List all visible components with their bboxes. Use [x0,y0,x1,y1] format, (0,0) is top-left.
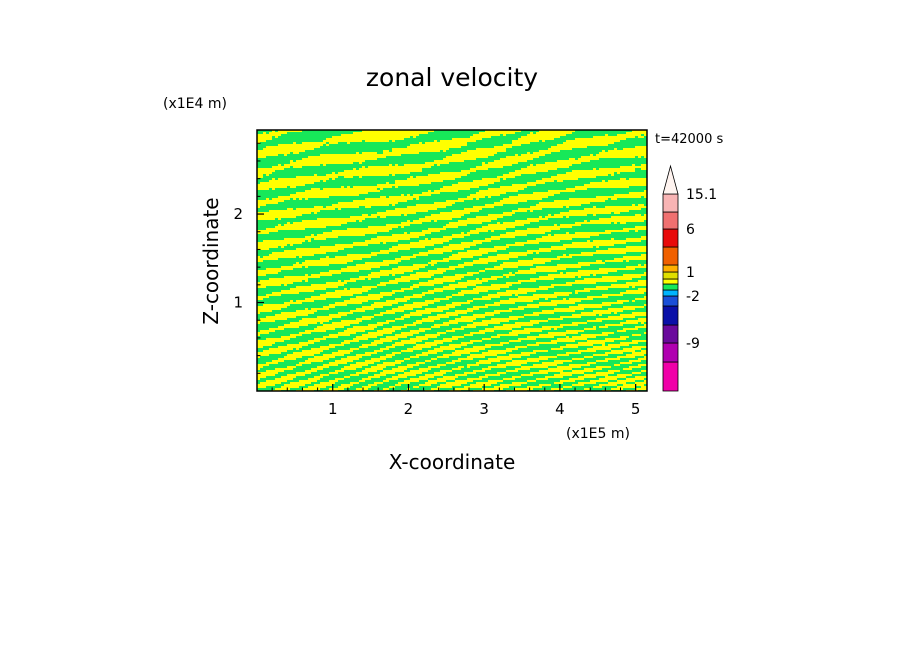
colorbar-box [662,271,679,280]
colorbar-overflow-triangle [662,164,679,195]
x-axis: 1 2 3 4 5 [271,384,641,418]
y-tick-label: 1 [233,294,243,312]
colorbar-box [662,295,679,307]
x-tick-label: 2 [404,400,414,418]
colorbar-box [662,305,679,326]
colorbar-tick-label: 15.1 [686,187,717,203]
colorbar-box [662,211,679,230]
colorbar-box [662,324,679,344]
y-axis-label: Z-coordinate [199,197,223,324]
colorbar-tick-label: 6 [686,222,695,238]
colorbar-tick-label: -9 [686,336,700,352]
x-tick-label: 4 [555,400,565,418]
colorbar-box [662,193,679,213]
velocity-field [257,130,647,391]
x-unit-label: (x1E5 m) [566,426,630,442]
colorbar-box [662,289,679,297]
x-tick-label: 3 [479,400,489,418]
colorbar-tick-label: 1 [686,265,695,281]
y-tick-label: 2 [233,205,243,223]
plot-frame [256,129,648,392]
colorbar-box [662,283,679,291]
colorbar-box [662,278,679,285]
colorbar-box [662,361,679,392]
plot-area [256,129,648,392]
colorbar-box [662,228,679,248]
y-unit-label: (x1E4 m) [163,96,227,112]
chart-title: zonal velocity [366,63,538,92]
x-axis-label: X-coordinate [389,450,516,474]
colorbar-box [662,246,679,266]
colorbar-tick-label: -2 [686,289,700,305]
colorbar: 15.1 6 1 -2 -9 [662,164,717,392]
x-tick-label: 5 [631,400,641,418]
colorbar-box [662,342,679,363]
y-axis: 12 [233,142,264,374]
time-label: t=42000 s [655,132,723,147]
field-band-layer [257,130,647,391]
colorbar-box [662,264,679,273]
x-tick-label: 1 [328,400,338,418]
